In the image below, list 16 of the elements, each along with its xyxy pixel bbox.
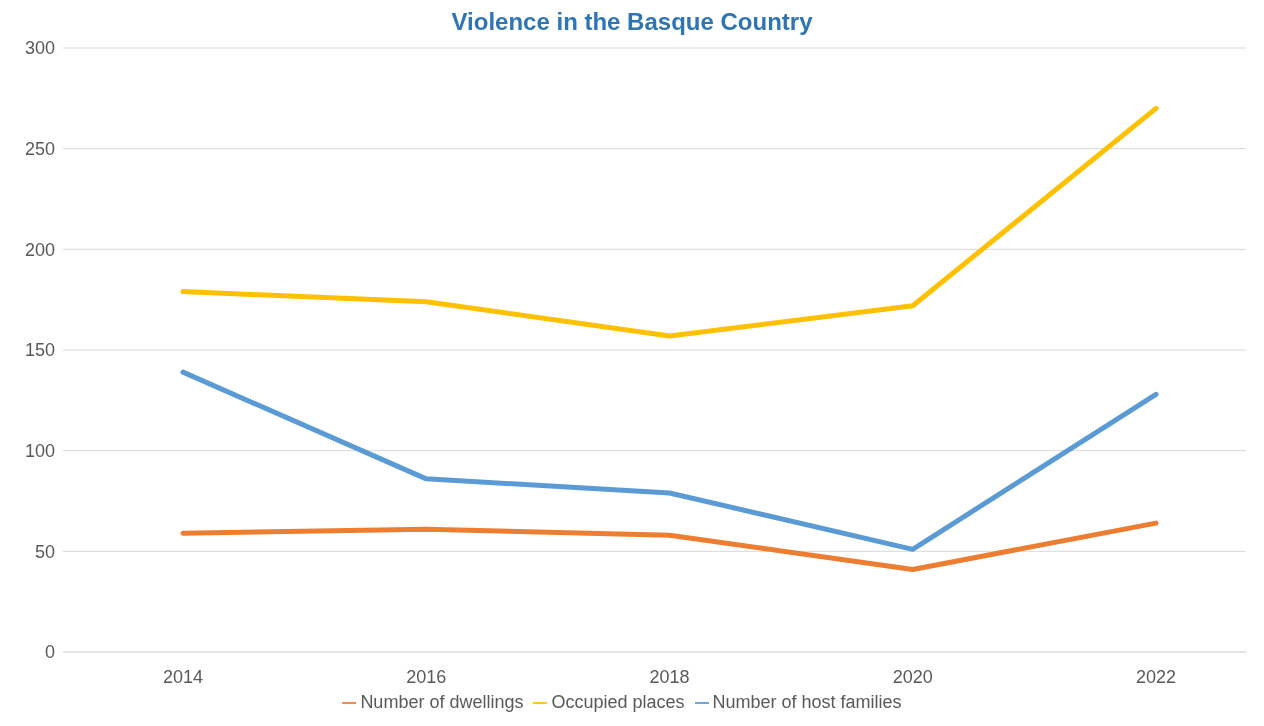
x-tick-label: 2016 [406, 666, 447, 687]
x-tick-label: 2022 [1135, 666, 1177, 687]
x-tick-label: 2018 [649, 666, 690, 687]
y-tick-label: 200 [24, 239, 55, 260]
x-tick-label: 2020 [892, 666, 933, 687]
y-tick-label: 0 [44, 642, 55, 663]
legend-label: Number of host families [712, 692, 902, 712]
x-tick-label: 2014 [162, 666, 204, 687]
y-tick-label: 300 [24, 38, 55, 59]
chart-title: Violence in the Basque Country [450, 8, 814, 37]
y-tick-label: 250 [24, 139, 55, 160]
legend-label: Occupied places [551, 692, 685, 712]
y-tick-label: 150 [24, 340, 55, 361]
y-tick-label: 100 [24, 441, 55, 462]
y-tick-label: 50 [34, 541, 55, 562]
legend-label: Number of dwellings [360, 692, 524, 712]
